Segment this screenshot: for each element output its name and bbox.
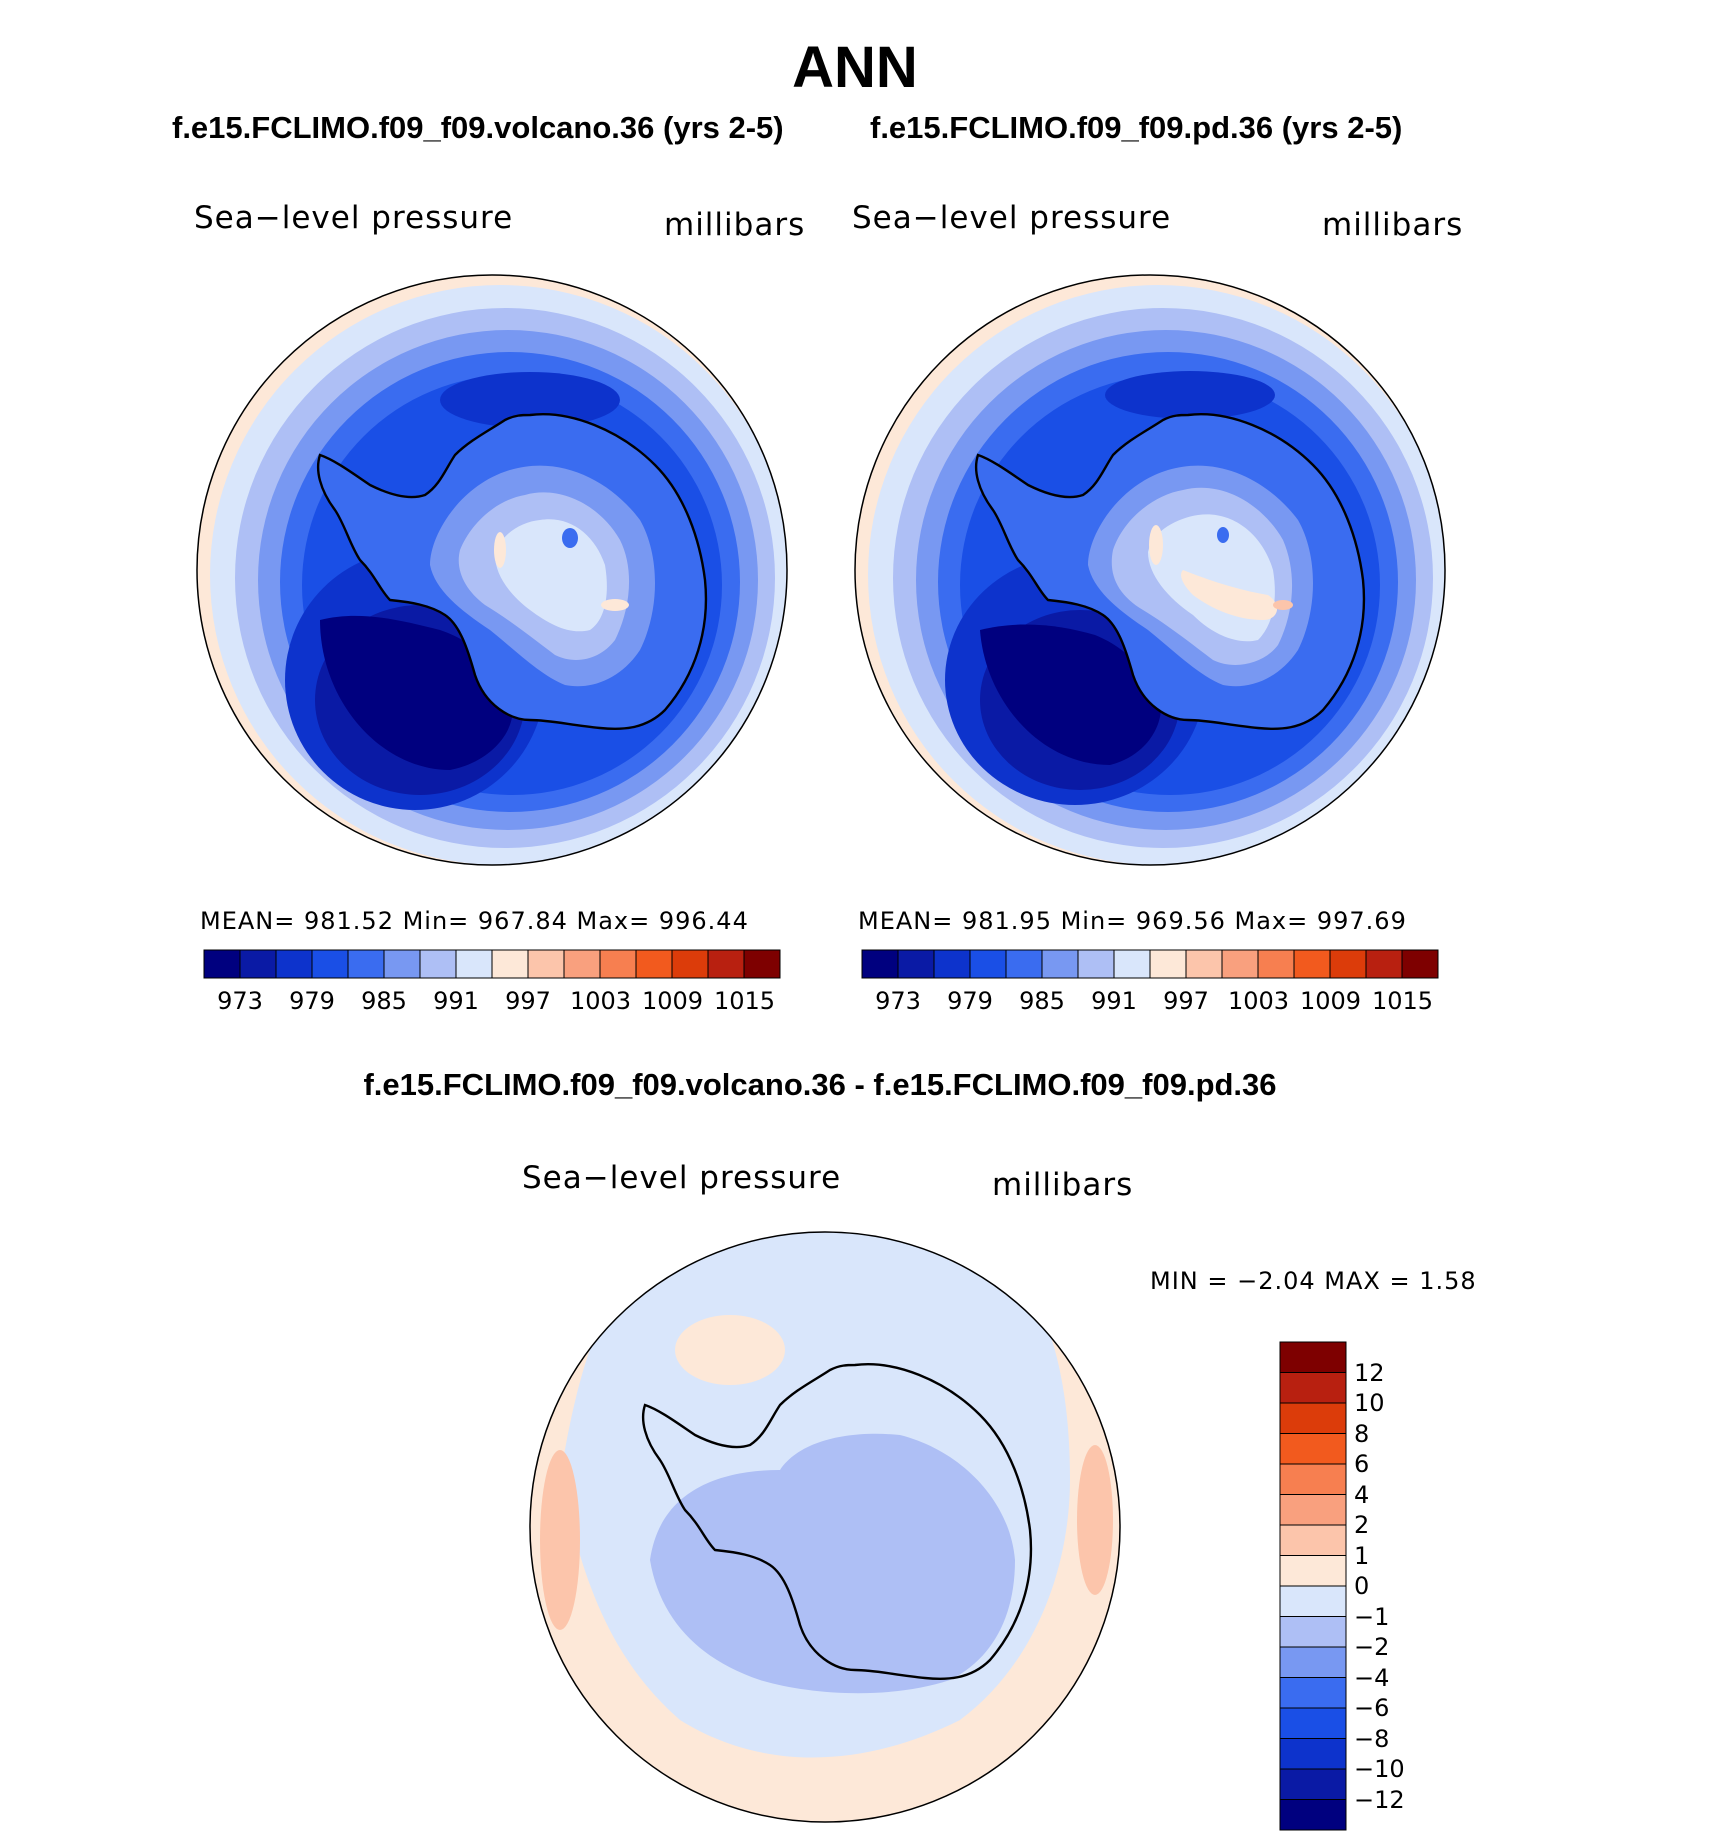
colorbar-swatch [1279,1402,1347,1434]
difference-title: f.e15.FCLIMO.f09_f09.volcano.36 - f.e15.… [363,1067,1277,1102]
colorbar1-tick-label: 1009 [642,987,704,1015]
difference-colorbar-tick-label: −1 [1354,1602,1390,1631]
colorbar-swatch [1279,1707,1347,1739]
difference-colorbar-tick-label: 12 [1354,1358,1385,1387]
difference-colorbar-tick-label: 6 [1354,1450,1370,1478]
difference-colorbar-tick-label: −10 [1354,1755,1405,1783]
colorbar-swatch [1279,1738,1347,1770]
colorbar1-tick-label: 1015 [714,987,776,1015]
colorbar-swatch [707,949,745,979]
difference-colorbar-tick-label: 4 [1354,1480,1370,1509]
colorbar-swatch [1279,1646,1347,1678]
map-panel-2 [854,274,1446,866]
difference-colorbar-tick-label: 1 [1354,1541,1370,1570]
map-panel-difference [529,1231,1121,1823]
panel2-units-label: millibars [1322,207,1464,243]
colorbar-swatch [1041,949,1079,979]
panel2-case-title: f.e15.FCLIMO.f09_f09.pd.36 (yrs 2-5) [870,110,1403,145]
colorbar-swatch [563,949,601,979]
colorbar-swatch [1279,1524,1347,1556]
colorbar-swatch [1279,1555,1347,1587]
colorbar2-tick-label: 997 [1163,987,1209,1015]
difference-colorbar-tick-label: −2 [1354,1633,1390,1661]
colorbar-swatch [1279,1341,1347,1373]
panel1-variable-label: Sea−level pressure [194,200,514,236]
colorbar-panel-1 [203,949,781,979]
colorbar-swatch [1279,1463,1347,1495]
panel1-stats: MEAN= 981.52 Min= 967.84 Max= 996.44 [200,907,749,935]
colorbar-swatch [419,949,457,979]
colorbar-swatch [491,949,529,979]
colorbar2-tick-label: 985 [1019,987,1065,1015]
colorbar-swatch [239,949,277,979]
map-panel-1 [196,274,788,866]
colorbar-swatch [897,949,935,979]
difference-variable-label: Sea−level pressure [522,1160,842,1196]
colorbar-swatch [1329,949,1367,979]
difference-colorbar-tick-label: 2 [1354,1511,1370,1539]
colorbar-swatch [599,949,637,979]
colorbar1-tick-label: 985 [361,987,407,1015]
panel2-variable-label: Sea−level pressure [852,200,1172,236]
colorbar-swatch [969,949,1007,979]
panel1-case-title: f.e15.FCLIMO.f09_f09.volcano.36 (yrs 2-5… [172,110,784,145]
colorbar-swatch [1279,1799,1347,1831]
colorbar-panel-2 [861,949,1439,979]
colorbar-swatch [1279,1768,1347,1800]
colorbar-swatch [1257,949,1295,979]
colorbar-swatch [455,949,493,979]
colorbar-swatch [1279,1677,1347,1709]
colorbar-swatch [635,949,673,979]
difference-colorbar-tick-label: −4 [1354,1663,1390,1692]
colorbar-difference [1279,1341,1347,1831]
colorbar-swatch [1279,1616,1347,1648]
colorbar1-tick-label: 991 [433,987,479,1015]
difference-colorbar-tick-label: 0 [1354,1572,1370,1600]
colorbar-swatch [1077,949,1115,979]
colorbar1-tick-label: 1003 [570,987,632,1015]
colorbar-swatch [1279,1372,1347,1404]
colorbar-swatch [743,949,781,979]
colorbar2-tick-label: 991 [1091,987,1137,1015]
difference-colorbar-tick-label: 8 [1354,1419,1370,1448]
difference-units-label: millibars [992,1167,1134,1203]
colorbar1-tick-label: 997 [505,987,551,1015]
difference-minmax: MIN = −2.04 MAX = 1.58 [1150,1267,1477,1295]
colorbar-swatch [1185,949,1223,979]
colorbar-swatch [1279,1585,1347,1617]
colorbar1-tick-label: 979 [289,987,335,1015]
colorbar-swatch [311,949,349,979]
colorbar-swatch [1113,949,1151,979]
colorbar-swatch [1005,949,1043,979]
colorbar2-tick-label: 973 [875,987,921,1015]
colorbar2-tick-label: 979 [947,987,993,1015]
colorbar1-tick-label: 973 [217,987,263,1015]
colorbar-swatch [203,949,241,979]
panel1-units-label: millibars [664,207,806,243]
colorbar2-tick-label: 1003 [1228,987,1290,1015]
colorbar-swatch [383,949,421,979]
difference-colorbar-tick-label: −12 [1354,1785,1405,1814]
colorbar-swatch [347,949,385,979]
difference-colorbar-tick-label: 10 [1354,1389,1385,1417]
colorbar-swatch [1221,949,1259,979]
colorbar2-tick-label: 1015 [1372,987,1434,1015]
colorbar-swatch [1279,1494,1347,1526]
colorbar-swatch [1279,1433,1347,1465]
difference-colorbar-tick-label: −6 [1354,1694,1390,1722]
colorbar2-tick-label: 1009 [1300,987,1362,1015]
panel2-stats: MEAN= 981.95 Min= 969.56 Max= 997.69 [858,907,1407,935]
colorbar-swatch [1401,949,1439,979]
colorbar-swatch [1149,949,1187,979]
colorbar-swatch [1293,949,1331,979]
colorbar-swatch [671,949,709,979]
difference-colorbar-tick-label: −8 [1354,1724,1390,1753]
colorbar-swatch [1365,949,1403,979]
colorbar-swatch [933,949,971,979]
colorbar-swatch [861,949,899,979]
colorbar-swatch [275,949,313,979]
colorbar-swatch [527,949,565,979]
page-title: ANN [792,35,918,100]
